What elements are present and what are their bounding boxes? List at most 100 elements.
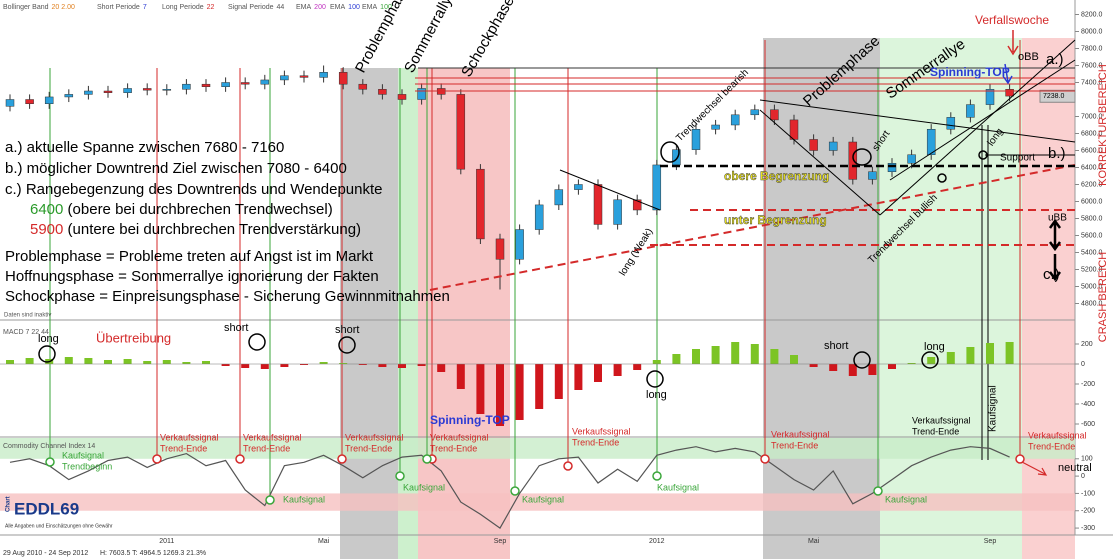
arrow (1007, 30, 1019, 56)
candle-body (848, 141, 858, 180)
note: Trend-Ende (1028, 441, 1075, 451)
text-line: 5900 (untere bei durchbrechen Trendverst… (30, 221, 361, 238)
phase-zone (398, 68, 418, 559)
histogram-bar (319, 362, 328, 364)
marker-circle (660, 141, 680, 163)
marker-circle (38, 345, 56, 363)
histogram-bar (711, 346, 720, 364)
candle-body (574, 184, 583, 190)
histogram-bar (672, 354, 681, 364)
trend-line (559, 169, 661, 211)
histogram-bar (300, 364, 308, 365)
legend-name: Long Periode (162, 4, 204, 11)
candle-body (1005, 89, 1014, 97)
candle-body (221, 82, 230, 87)
note: Kaufsignal (62, 450, 104, 460)
marker-circle (338, 336, 356, 354)
x-tick-label: 2011 (159, 538, 174, 545)
marker-circle (853, 351, 871, 369)
histogram-bar (104, 360, 112, 364)
histogram-bar (1005, 342, 1014, 364)
y-tick-label: 6600.0 (1081, 147, 1103, 154)
histogram-bar (221, 364, 230, 366)
histogram-bar (770, 349, 779, 364)
note: Trend-Ende (430, 443, 477, 453)
candle-body (534, 204, 544, 230)
text-line: Hoffnungsphase = Sommerrallye ignorierun… (5, 268, 379, 285)
phase-zone (340, 68, 398, 559)
sell-marker (337, 454, 347, 464)
candle-body (299, 75, 309, 78)
candle-body (789, 119, 799, 140)
note: Trend-Ende (572, 437, 619, 447)
drawings (38, 30, 1076, 505)
note: long (38, 333, 59, 345)
trend-line (759, 99, 1076, 143)
y-tick-label: -600 (1081, 421, 1095, 428)
y-tick-label: 8000.0 (1081, 28, 1103, 35)
histogram-bar (202, 361, 210, 364)
legend-name: Bollinger Band (3, 4, 49, 11)
histogram-bar (888, 364, 896, 369)
y-tick-label: -200 (1081, 508, 1095, 515)
candle-body (64, 94, 74, 98)
trend-line (759, 109, 881, 216)
candle-body (907, 154, 916, 164)
histogram-bar (594, 364, 602, 382)
candle-body (417, 88, 426, 100)
footer: Chart EDDL69 Alle Angaben und Einschätzu… (3, 496, 206, 557)
histogram-bar (946, 352, 955, 364)
histogram-bar (64, 357, 73, 364)
marker-circle (248, 333, 266, 351)
buy-marker (873, 486, 883, 496)
y-tick-label: 5400.0 (1081, 249, 1103, 256)
histogram-bar (339, 363, 348, 364)
histogram-bar (692, 349, 700, 364)
side-label: KORREKTUR-BEREICH (1097, 64, 1109, 186)
histogram-bar (280, 364, 289, 367)
note: Verkaufssignal (1028, 430, 1087, 440)
note: Trend-Ende (243, 443, 290, 453)
y-tick-label: 4800.0 (1081, 300, 1103, 307)
date-range: 29 Aug 2010 - 24 Sep 2012 (3, 550, 88, 557)
candle-body (828, 141, 838, 151)
candle-body (142, 88, 152, 91)
candle-body (730, 114, 740, 126)
histogram-bar (986, 343, 994, 364)
histogram-bar (750, 344, 759, 364)
candle-body (84, 90, 93, 95)
note: Trendbeginn (62, 461, 112, 471)
y-tick-label: 5200.0 (1081, 266, 1103, 273)
level: 6400 (30, 201, 63, 218)
histogram-bar (868, 364, 877, 375)
candle-body (5, 99, 15, 107)
histogram-bar (809, 364, 818, 367)
histogram-bar (829, 364, 838, 371)
candle-body (711, 124, 720, 130)
note: Verkaufssignal (572, 426, 631, 436)
candle-body (632, 199, 642, 211)
buy-marker (395, 471, 405, 481)
candle-body (966, 104, 975, 118)
histogram-bar (476, 364, 485, 414)
trend-line (889, 59, 1076, 181)
candle-body (809, 139, 818, 151)
y-tick-label: 5000.0 (1081, 283, 1103, 290)
note: Kaufsignal (522, 494, 564, 504)
candle-body (25, 99, 34, 104)
buy-marker (510, 486, 520, 496)
note: Support (1000, 153, 1035, 164)
legend-name: EMA (362, 4, 378, 11)
level-text: (untere bei durchbrechen Trendverstärkun… (63, 221, 361, 238)
candle-body (319, 72, 328, 78)
y-tick-label: 0 (1081, 361, 1085, 368)
candle-body (946, 117, 956, 130)
note: Kaufsignal (885, 494, 927, 504)
text-line: Problemphase = Probleme treten auf Angst… (5, 248, 374, 265)
histogram-bar (398, 364, 406, 368)
x-tick-label: Mai (808, 538, 820, 545)
candle-body (456, 94, 466, 170)
note: long (924, 341, 945, 353)
note: Kaufsignal (283, 494, 325, 504)
